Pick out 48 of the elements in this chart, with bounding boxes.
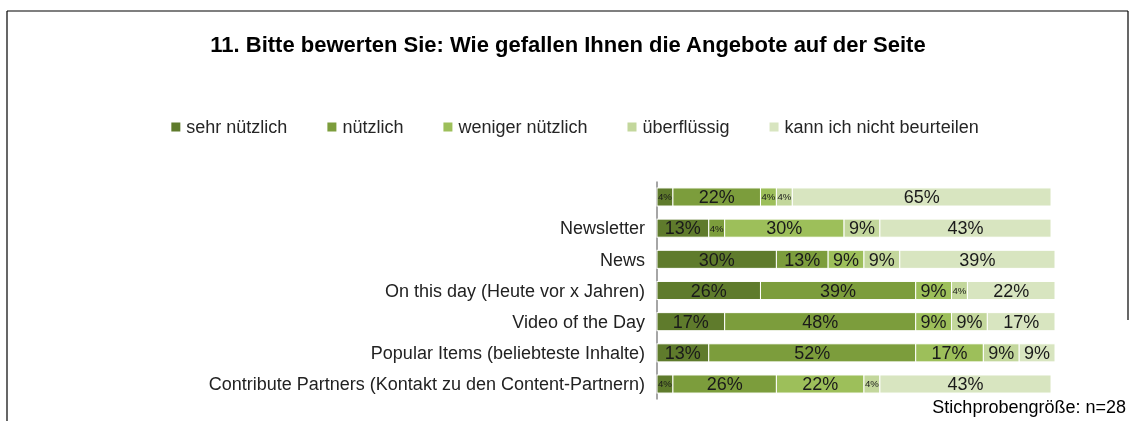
data-label: 9%	[868, 249, 895, 270]
data-label: 9%	[1024, 343, 1051, 364]
data-label: 17%	[672, 311, 709, 332]
y-tick-label: Popular Items (beliebteste Inhalte)	[370, 343, 645, 364]
data-label: 9%	[920, 311, 947, 332]
legend-label: überflüssig	[642, 117, 730, 138]
data-label: 4%	[658, 191, 673, 203]
data-label: 26%	[690, 280, 727, 301]
data-label: 48%	[802, 311, 839, 332]
data-label: 22%	[698, 187, 735, 208]
y-tick-label: News	[599, 249, 645, 270]
y-tick-label: Video of the Day	[512, 311, 645, 332]
data-label: 39%	[820, 280, 857, 301]
data-label: 9%	[920, 280, 947, 301]
data-label: 30%	[698, 249, 735, 270]
data-label: 4%	[709, 222, 725, 234]
data-label: 13%	[664, 343, 701, 364]
data-label: 4%	[864, 378, 880, 390]
data-label: 39%	[959, 249, 996, 270]
data-label: 43%	[947, 374, 984, 395]
data-label: 13%	[664, 218, 701, 239]
data-label: 9%	[988, 343, 1015, 364]
data-label: 4%	[952, 284, 967, 296]
data-label: 26%	[706, 374, 743, 395]
data-label: 4%	[777, 191, 792, 203]
data-label: 52%	[794, 343, 831, 364]
data-label: 17%	[1003, 311, 1040, 332]
data-label: 9%	[956, 311, 983, 332]
annotation: Stichprobengröße: n=28	[932, 397, 1126, 417]
legend-label: sehr nützlich	[186, 117, 288, 138]
data-label: 22%	[802, 374, 839, 395]
legend-label: weniger nützlich	[457, 117, 588, 138]
y-tick-label: Newsletter	[559, 218, 645, 239]
data-label: 43%	[947, 218, 984, 239]
data-label: 9%	[833, 249, 860, 270]
data-label: 17%	[931, 343, 968, 364]
y-tick-label: Contribute Partners (Kontakt zu den Content-Partnern)	[208, 374, 645, 395]
legend-label: kann ich nicht beurteilen	[784, 117, 979, 138]
data-label: 22%	[993, 280, 1030, 301]
data-label: 4%	[658, 378, 673, 390]
y-tick-label: On this day (Heute vor x Jahren)	[384, 280, 645, 301]
data-label: 30%	[766, 218, 803, 239]
data-label: 9%	[848, 218, 875, 239]
legend-label: nützlich	[342, 117, 404, 138]
chart-title: 11. Bitte bewerten Sie: Wie gefallen Ihnen die Angebote auf der Seite	[210, 32, 926, 57]
data-label: 65%	[903, 187, 940, 208]
data-label: 13%	[784, 249, 821, 270]
data-label: 4%	[761, 191, 776, 203]
